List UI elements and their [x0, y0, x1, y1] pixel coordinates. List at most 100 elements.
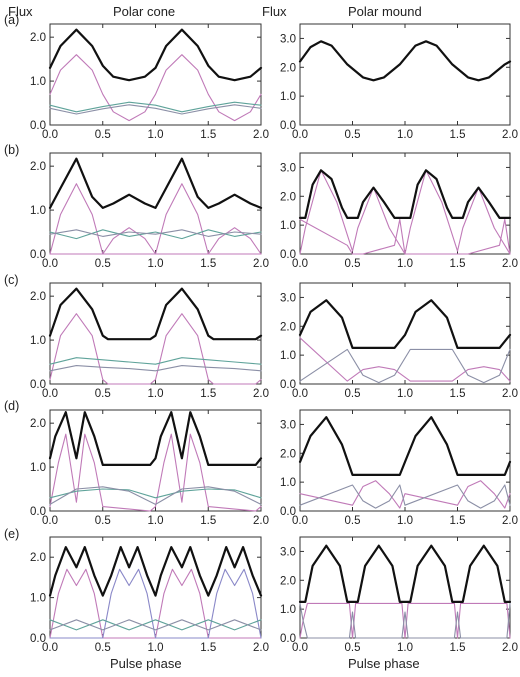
- x-tick-label: 0.5: [95, 515, 111, 527]
- y-tick-label: 1.0: [280, 350, 296, 362]
- x-tick-label: 0.0: [42, 642, 58, 654]
- series-line-component-magenta: [299, 218, 511, 255]
- row-label-c: (c): [4, 273, 19, 287]
- x-tick-label: 1.0: [397, 258, 413, 270]
- y-tick-label: 1.0: [30, 462, 46, 474]
- x-tick-label: 0.5: [345, 388, 361, 400]
- series-line-component-magenta: [49, 227, 262, 255]
- panel-10: 0.0 0.5 1.0 1.5 2.0 0.0 1.0 2.0 3.0: [280, 536, 518, 654]
- x-tick-label: 0.0: [292, 642, 308, 654]
- plot-frame: [49, 152, 262, 255]
- y-tick-label: 1.0: [280, 220, 296, 232]
- flux-label-left: Flux: [8, 4, 33, 19]
- x-tick-label: 1.0: [148, 642, 164, 654]
- y-tick-label: 0.0: [280, 249, 296, 261]
- y-tick-label: 1.0: [280, 91, 296, 103]
- y-tick-label: 0.0: [30, 506, 46, 518]
- y-tick-label: 2.0: [280, 448, 296, 460]
- series-line-total: [298, 416, 512, 476]
- panel-8: 0.0 0.5 1.0 1.5 2.0 0.0 1.0 2.0 3.0: [280, 409, 518, 527]
- x-tick-label: 2.0: [253, 515, 269, 527]
- panel-6: 0.0 0.5 1.0 1.5 2.0 0.0 1.0 2.0 3.0: [280, 282, 518, 400]
- x-tick-label: 0.0: [42, 258, 58, 270]
- x-tick-label: 1.5: [200, 258, 216, 270]
- x-axis-label-right: Pulse phase: [348, 656, 420, 671]
- panel-3: 0.0 0.5 1.0 1.5 2.0 0.0 1.0 2.0: [30, 152, 269, 270]
- y-tick-label: 0.0: [280, 506, 296, 518]
- x-tick-label: 0.5: [345, 258, 361, 270]
- x-tick-label: 0.5: [95, 642, 111, 654]
- plot-frame: [299, 152, 511, 255]
- y-tick-label: 2.0: [30, 32, 46, 44]
- y-tick-label: 0.0: [280, 633, 296, 645]
- series-line-component-magenta: [49, 54, 262, 122]
- x-tick-label: 1.0: [397, 515, 413, 527]
- y-tick-label: 2.0: [280, 575, 296, 587]
- series-line-total: [48, 28, 263, 82]
- x-tick-label: 0.5: [95, 388, 111, 400]
- x-tick-label: 1.0: [397, 129, 413, 141]
- series-line-component-green: [49, 619, 262, 631]
- x-tick-label: 2.0: [253, 258, 269, 270]
- x-tick-label: 1.0: [148, 258, 164, 270]
- column-title-polar-mound: Polar mound: [348, 4, 422, 19]
- series-line-total: [48, 411, 263, 466]
- series-line-component-gray: [299, 484, 511, 509]
- x-tick-label: 1.0: [148, 388, 164, 400]
- series-line-component-gray: [49, 486, 262, 505]
- y-tick-label: 2.0: [280, 321, 296, 333]
- x-tick-label: 2.0: [502, 642, 518, 654]
- x-tick-label: 0.0: [42, 129, 58, 141]
- series-line-component-magenta: [299, 480, 511, 509]
- column-title-polar-cone: Polar cone: [113, 4, 175, 19]
- panel-1: 0.0 0.5 1.0 1.5 2.0 0.0 1.0 2.0: [30, 23, 269, 141]
- x-tick-label: 2.0: [253, 388, 269, 400]
- x-tick-label: 1.5: [200, 515, 216, 527]
- series-line-component-green: [49, 357, 262, 365]
- series-line-total: [48, 157, 263, 209]
- y-tick-label: 0.0: [30, 379, 46, 391]
- y-tick-label: 2.0: [30, 291, 46, 303]
- x-tick-label: 0.5: [95, 129, 111, 141]
- panel-2: 0.0 0.5 1.0 1.5 2.0 0.0 1.0 2.0 3.0: [280, 23, 518, 141]
- series-line-component-magenta: [49, 313, 262, 385]
- y-tick-label: 3.0: [280, 162, 296, 174]
- panels: 0.0 0.5 1.0 1.5 2.0 0.0 1.0 2.0 0.0 0.5 1.0 1.5 2.0 0…: [30, 23, 518, 654]
- y-tick-label: 0.0: [280, 120, 296, 132]
- y-tick-label: 1.0: [280, 604, 296, 616]
- x-tick-label: 1.5: [450, 388, 466, 400]
- series-line-component-magenta: [299, 169, 511, 255]
- series-line-total: [298, 40, 512, 82]
- x-tick-label: 1.0: [397, 388, 413, 400]
- series-line-total: [48, 287, 263, 341]
- x-tick-label: 2.0: [253, 642, 269, 654]
- y-tick-label: 1.0: [280, 477, 296, 489]
- x-tick-label: 0.0: [292, 388, 308, 400]
- series-line-component-gray: [299, 602, 511, 639]
- series-line-component-gray: [49, 619, 262, 631]
- series-line-component-magenta: [299, 602, 511, 639]
- row-label-a: (a): [4, 13, 19, 27]
- x-tick-label: 1.5: [450, 129, 466, 141]
- x-tick-label: 0.0: [42, 515, 58, 527]
- y-tick-label: 2.0: [280, 191, 296, 203]
- x-tick-label: 2.0: [253, 129, 269, 141]
- x-tick-label: 1.0: [397, 642, 413, 654]
- x-axis-label-left: Pulse phase: [110, 656, 182, 671]
- y-tick-label: 3.0: [280, 292, 296, 304]
- y-tick-label: 0.0: [30, 633, 46, 645]
- series-line-component-green: [49, 229, 262, 240]
- y-tick-label: 2.0: [30, 552, 46, 564]
- y-tick-label: 0.0: [30, 249, 46, 261]
- x-tick-label: 1.5: [200, 642, 216, 654]
- x-tick-label: 1.5: [200, 129, 216, 141]
- y-tick-label: 3.0: [280, 546, 296, 558]
- y-tick-label: 0.0: [30, 120, 46, 132]
- series-line-component-gray: [49, 365, 262, 372]
- panel-7: 0.0 0.5 1.0 1.5 2.0 0.0 1.0 2.0: [30, 409, 269, 527]
- series-line-total: [48, 546, 263, 597]
- series-line-component-gray: [299, 348, 511, 384]
- y-tick-label: 1.0: [30, 76, 46, 88]
- x-tick-label: 0.5: [95, 258, 111, 270]
